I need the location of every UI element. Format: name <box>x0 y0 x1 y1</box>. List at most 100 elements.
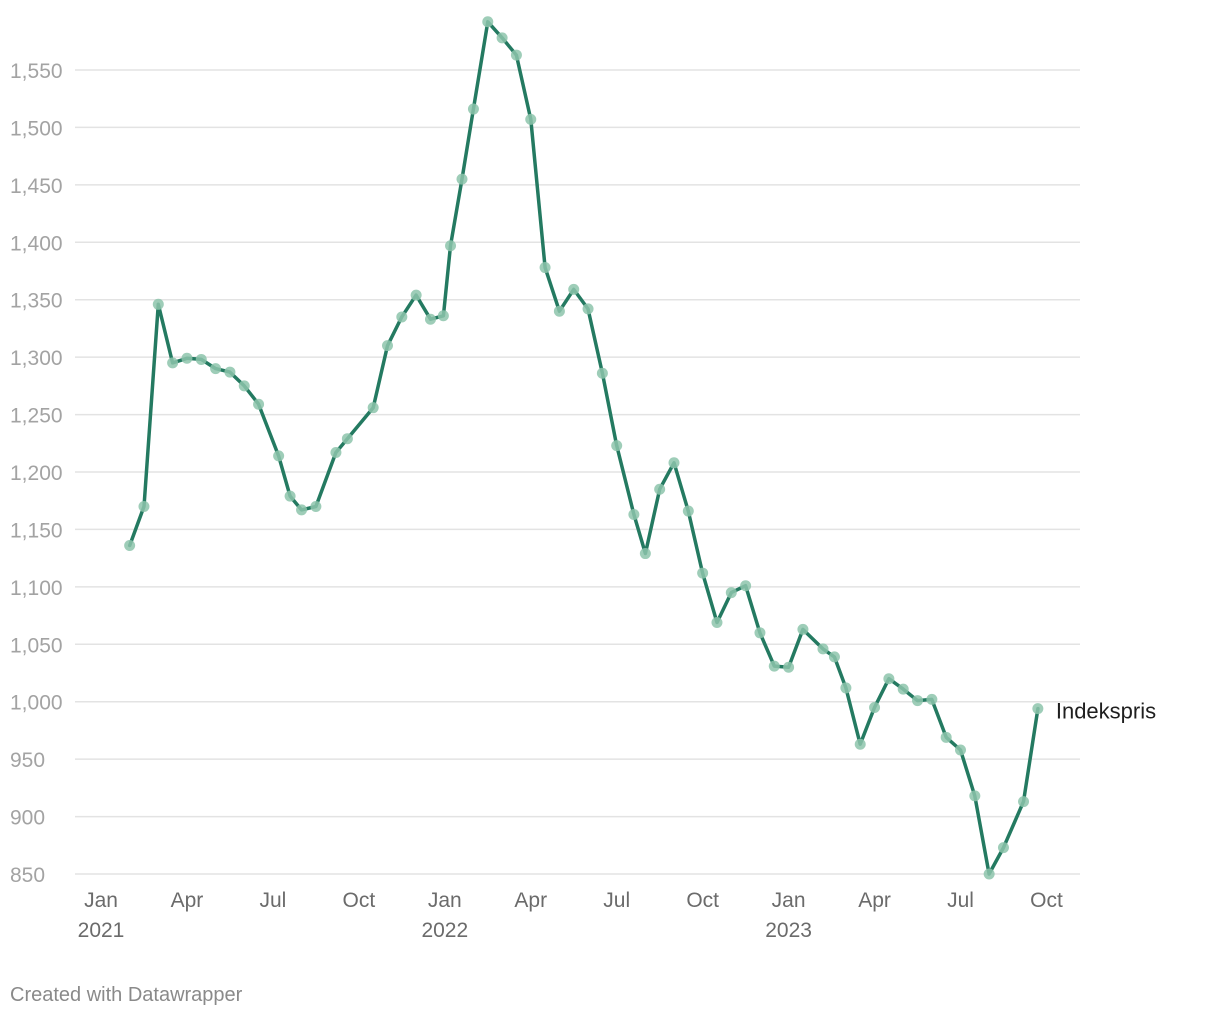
data-point <box>273 450 285 462</box>
data-point <box>983 868 995 880</box>
data-point <box>382 340 393 352</box>
data-point <box>840 682 852 694</box>
y-tick-label: 950 <box>10 749 45 772</box>
data-point <box>238 380 250 392</box>
y-tick-label: 1,350 <box>10 290 63 313</box>
data-point <box>740 580 752 592</box>
data-point <box>424 313 436 325</box>
data-point <box>210 363 222 375</box>
data-point <box>912 695 924 707</box>
data-point <box>596 367 608 379</box>
credit-text: Created with Datawrapper <box>10 984 243 1006</box>
y-tick-label: 1,100 <box>10 577 63 600</box>
data-point <box>568 283 580 295</box>
y-tick-label: 1,400 <box>10 232 63 255</box>
data-point <box>138 500 150 512</box>
data-point <box>553 305 565 317</box>
x-tick-label: Jan <box>428 889 462 912</box>
data-point <box>341 433 353 445</box>
x-tick-label: Apr <box>171 889 204 912</box>
y-tick-label: 1,050 <box>10 634 63 657</box>
data-point <box>783 661 795 673</box>
data-point <box>224 366 236 378</box>
data-point <box>437 310 449 322</box>
data-point <box>496 32 508 44</box>
y-axis-ticks: 850 900 950 1,000 1,050 1,100 1,150 1,200 1,250 1… <box>10 60 63 887</box>
data-point <box>969 790 981 802</box>
x-tick-label: Jul <box>947 889 974 912</box>
data-point <box>152 298 164 310</box>
data-point <box>195 353 207 365</box>
data-point <box>897 683 909 695</box>
data-point <box>997 842 1009 854</box>
data-point <box>525 113 537 125</box>
y-tick-label: 1,000 <box>10 692 63 715</box>
x-tick-label: Apr <box>514 889 547 912</box>
data-point <box>456 173 468 185</box>
data-point <box>668 457 680 469</box>
data-point <box>926 693 938 705</box>
data-point <box>628 508 640 520</box>
x-tick-year-label: 2022 <box>421 919 468 942</box>
data-point <box>869 701 881 713</box>
data-point <box>330 446 342 458</box>
data-point <box>711 616 723 628</box>
data-point <box>1032 703 1044 715</box>
data-point <box>611 440 623 452</box>
series-label-indekspris: Indekspris <box>1056 699 1156 724</box>
data-point <box>697 567 709 579</box>
data-point <box>445 240 457 252</box>
data-point <box>482 16 494 28</box>
x-tick-year-label: 2021 <box>78 919 125 942</box>
data-point <box>582 303 594 315</box>
data-point <box>682 505 694 517</box>
y-tick-label: 1,200 <box>10 462 63 485</box>
data-point <box>396 311 408 323</box>
x-tick-label: Jul <box>603 889 630 912</box>
data-point <box>817 643 829 655</box>
series-line-indekspris <box>127 20 1040 876</box>
data-point <box>410 289 422 301</box>
data-point <box>654 483 666 495</box>
data-point <box>754 627 766 639</box>
y-tick-label: 1,500 <box>10 117 63 140</box>
data-point <box>955 744 966 756</box>
data-point <box>639 548 651 560</box>
x-axis-ticks: Jan 2021 Apr Jul Oct Jan 2022 Apr Jul Oct Jan 2023 A… <box>78 889 1063 942</box>
x-tick-year-label: 2023 <box>765 919 812 942</box>
x-tick-label: Jan <box>772 889 806 912</box>
data-point <box>854 738 866 750</box>
y-tick-label: 900 <box>10 807 45 830</box>
line-chart: 850 900 950 1,000 1,050 1,100 1,150 1,200 1,250 1… <box>10 16 1156 942</box>
data-point <box>284 490 296 502</box>
data-point <box>253 398 265 410</box>
data-point <box>768 660 780 672</box>
data-point <box>883 673 895 685</box>
y-tick-label: 850 <box>10 864 45 887</box>
y-tick-label: 1,300 <box>10 347 63 370</box>
data-point <box>181 352 193 364</box>
data-point <box>167 357 179 369</box>
y-tick-label: 1,250 <box>10 405 63 428</box>
data-point <box>124 540 136 552</box>
data-points <box>124 16 1044 880</box>
x-tick-label: Jan <box>84 889 118 912</box>
data-point <box>828 651 840 663</box>
y-tick-label: 1,150 <box>10 519 63 542</box>
y-tick-label: 1,550 <box>10 60 63 83</box>
x-tick-label: Oct <box>343 889 376 912</box>
x-tick-label: Oct <box>1030 889 1063 912</box>
x-tick-label: Apr <box>858 889 891 912</box>
y-tick-label: 1,450 <box>10 175 63 198</box>
x-tick-label: Jul <box>259 889 286 912</box>
data-point <box>1018 796 1030 808</box>
data-point <box>797 623 809 635</box>
data-point <box>296 504 308 516</box>
data-point <box>510 49 522 61</box>
data-point <box>367 402 379 414</box>
x-tick-label: Oct <box>686 889 719 912</box>
data-point <box>725 587 737 599</box>
data-point <box>539 262 551 274</box>
data-point <box>467 103 479 115</box>
data-point <box>310 500 322 512</box>
